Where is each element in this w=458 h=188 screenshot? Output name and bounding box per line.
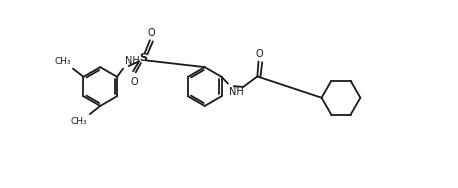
Text: CH₃: CH₃ <box>71 117 87 126</box>
Text: O: O <box>256 49 263 59</box>
Text: O: O <box>130 77 138 87</box>
Text: NH: NH <box>125 56 140 66</box>
Text: CH₃: CH₃ <box>54 57 71 66</box>
Text: NH: NH <box>229 87 244 97</box>
Text: S: S <box>139 53 147 63</box>
Text: O: O <box>147 28 155 38</box>
